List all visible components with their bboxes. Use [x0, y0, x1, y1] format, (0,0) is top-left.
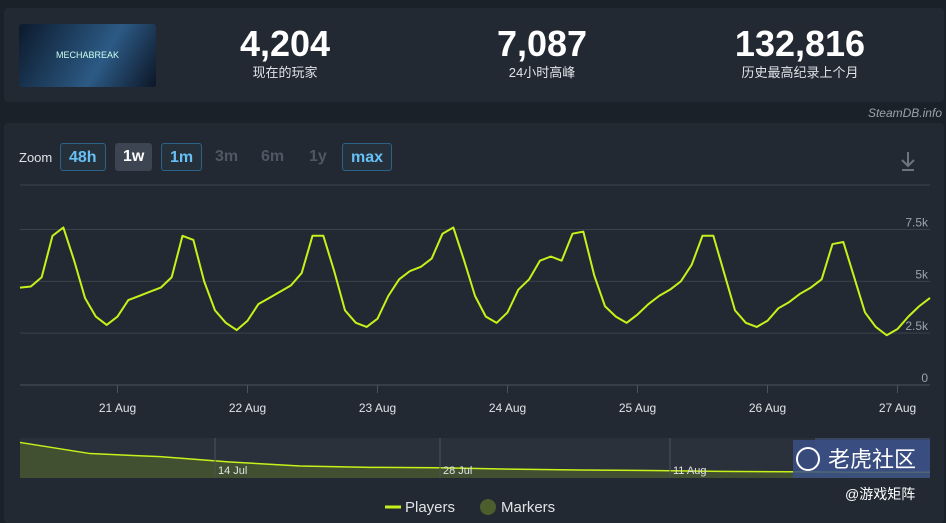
game-banner: MECHABREAK — [19, 24, 156, 87]
watermark-icon — [796, 447, 820, 471]
watermark-bg — [793, 440, 930, 478]
watermark-handle: @游戏矩阵 — [845, 486, 915, 502]
stat-label: 历史最高纪录上个月 — [741, 65, 859, 80]
source: SteamDB.info — [867, 106, 942, 120]
series-line — [19, 226, 931, 337]
watermark-title: 老虎社区 — [828, 447, 916, 472]
x-tick-label: 22 Aug — [229, 401, 266, 415]
zoom-button[interactable]: 6m — [261, 148, 285, 165]
navigator-tick-label: 11 Aug — [673, 465, 706, 477]
zoom-button[interactable]: 48h — [60, 143, 106, 171]
zoom-button[interactable]: 1m — [161, 143, 203, 171]
y-tick-label: 7.5k — [905, 216, 929, 230]
x-tick-label: 24 Aug — [489, 401, 526, 415]
legend-label[interactable]: Markers — [501, 499, 555, 515]
navigator-tick-label: 14 Jul — [218, 465, 247, 477]
zoom-label: Zoom — [19, 150, 53, 165]
x-tick-label: 23 Aug — [359, 401, 396, 415]
stat: 132,816 历史最高纪录上个月 — [700, 26, 900, 82]
stat-value: 7,087 — [496, 23, 588, 64]
navigator-tick-label: 28 Jul — [443, 465, 472, 477]
zoom-button[interactable]: 1w — [115, 143, 153, 171]
legend-label[interactable]: Players — [405, 499, 455, 515]
stat-label: 现在的玩家 — [252, 65, 318, 80]
y-tick-label: 5k — [915, 267, 929, 281]
stat-label: 24小时高峰 — [508, 65, 576, 80]
navigator-area — [20, 442, 930, 478]
stats-panel — [4, 8, 944, 102]
x-tick-label: 21 Aug — [99, 401, 136, 415]
y-tick-label: 0 — [921, 371, 928, 385]
stat-value: 4,204 — [239, 23, 331, 64]
zoom-button[interactable]: 1y — [309, 148, 327, 165]
legend-swatch — [480, 499, 496, 515]
stat: 7,087 24小时高峰 — [442, 26, 642, 82]
zoom-button[interactable]: max — [342, 143, 393, 171]
y-tick-label: 2.5k — [905, 319, 929, 333]
x-tick-label: 26 Aug — [749, 401, 786, 415]
x-tick-label: 25 Aug — [619, 401, 656, 415]
stat-value: 132,816 — [734, 23, 866, 64]
zoom-button[interactable]: 3m — [215, 148, 239, 165]
download-icon[interactable] — [901, 152, 915, 171]
navigator-line — [19, 441, 930, 473]
x-tick-label: 27 Aug — [879, 401, 916, 415]
stat: 4,204 现在的玩家 — [185, 26, 385, 82]
